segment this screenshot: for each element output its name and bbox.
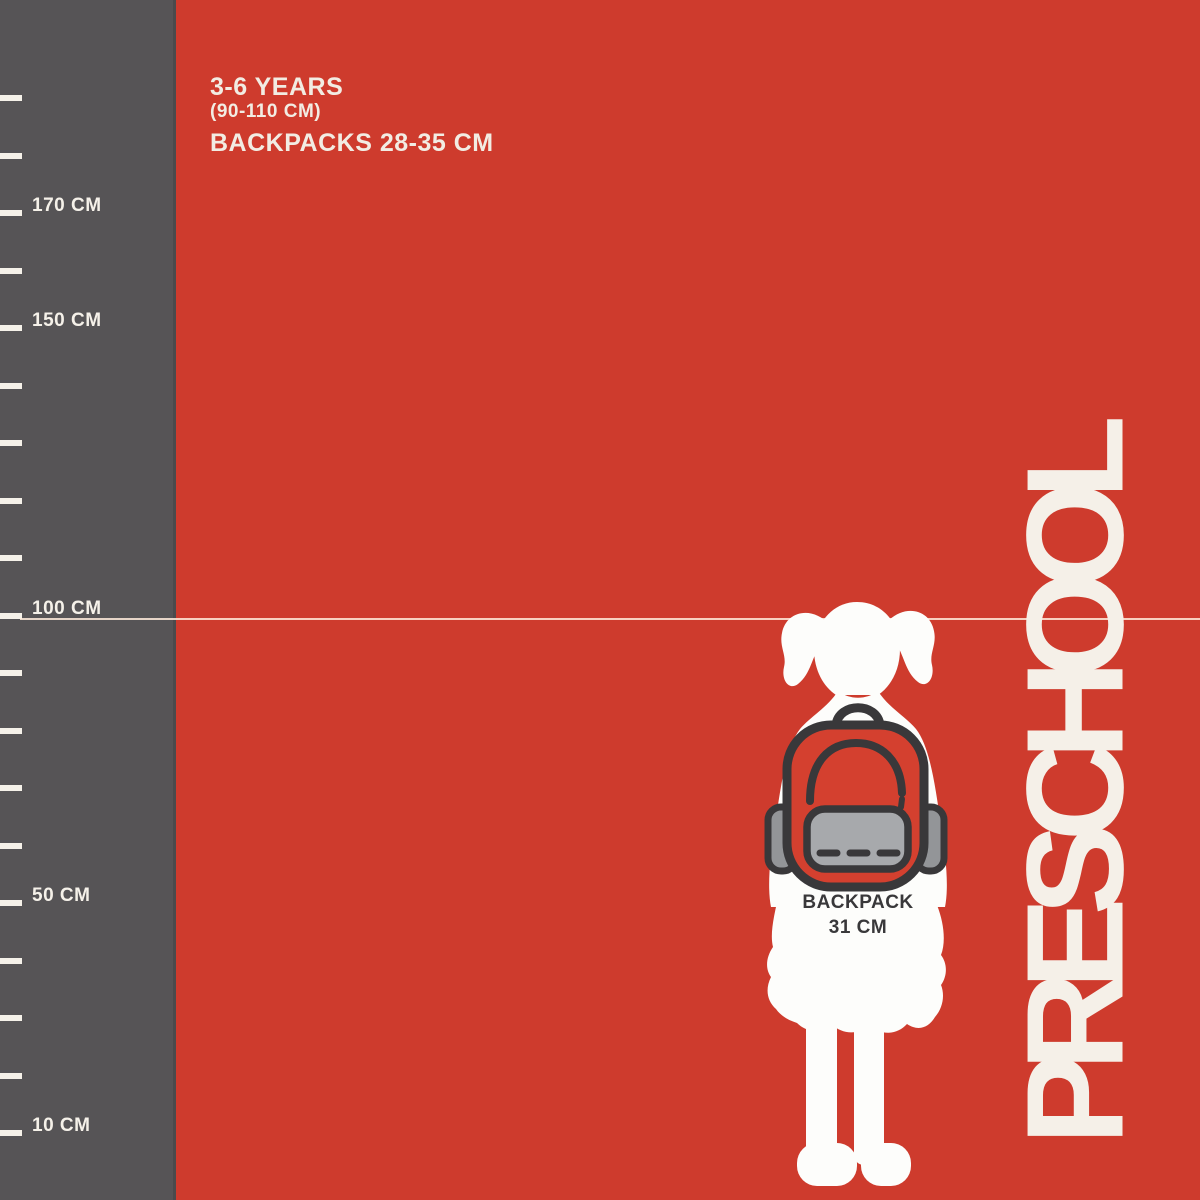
ruler-tick-label-10cm: 10 CM [32,1115,91,1136]
backpack-handle [831,703,885,730]
ruler-tick-50cm [0,900,22,906]
ruler-tick-150cm [0,325,22,331]
dress [767,873,946,1033]
left-leg [806,1013,837,1165]
right-leg [854,1013,884,1165]
child-silhouette-with-backpack [764,602,948,1186]
left-foot [797,1143,857,1186]
ruler-tick-170cm [0,210,22,216]
ruler-tick-label-100cm: 100 CM [32,597,102,619]
right-foot [861,1143,911,1186]
backpack-zipper-cord [898,796,905,810]
ruler-tick-190cm [0,95,22,101]
right-pigtail [886,610,935,685]
backpack-caption-label: BACKPACK [802,892,914,913]
ruler-tick-100cm [0,612,22,619]
ruler-column [0,0,173,1200]
ruler-tick-110cm [0,555,22,561]
ruler-tick-180cm [0,152,22,159]
ruler-tick-120cm [0,497,22,504]
ruler-tick-70cm [0,785,22,791]
category-label-vertical: PRESCHOOL [998,432,1153,1146]
ruler-tick-label-50cm: 50 CM [32,885,91,906]
ruler-tick-90cm [0,670,22,676]
backpack-range-label: BACKPACKS 28-35 CM [210,129,494,157]
ruler-tick-130cm [0,440,22,446]
head [814,602,900,695]
left-pigtail [781,612,830,687]
ruler-tick-40cm [0,957,22,964]
ruler-tick-160cm [0,267,22,274]
ruler-tick-10cm [0,1130,22,1136]
ruler-tick-label-170cm: 170 CM [32,195,102,216]
header-block: 3-6 YEARS (90-110 CM) BACKPACKS 28-35 CM [210,74,494,157]
age-range-label: 3-6 YEARS [210,73,344,101]
height-guide-line-100cm [20,617,1200,620]
backpack-front-pocket [803,805,912,873]
ruler-tick-30cm [0,1015,22,1021]
backpack-front-seam [806,738,906,805]
ruler-tick-60cm [0,842,22,849]
ruler-tick-80cm [0,727,22,734]
backpack-caption-size: 31 CM [828,917,888,938]
ruler-tick-140cm [0,382,22,389]
backpack-icon [764,703,948,892]
ruler-tick-label-150cm: 150 CM [32,310,102,331]
ruler-tick-20cm [0,1072,22,1079]
ruler-column-edge [173,0,176,1200]
height-range-label: (90-110 CM) [210,101,322,122]
